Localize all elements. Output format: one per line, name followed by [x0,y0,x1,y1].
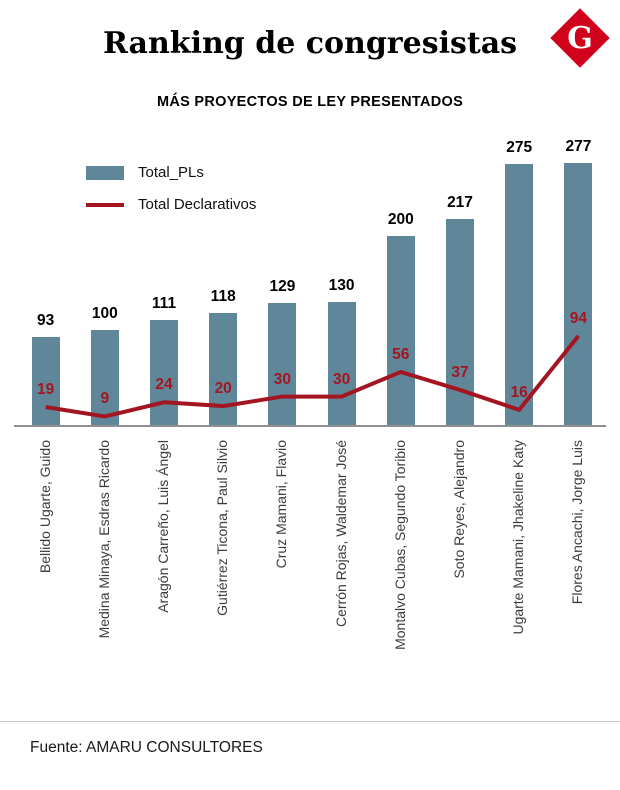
logo-letter: G [567,20,593,56]
chart-subtitle: MÁS PROYECTOS DE LEY PRESENTADOS [156,94,464,110]
x-axis-label: Flores Ancachi, Jorge Luis [569,440,586,605]
line-value-label: 56 [392,345,410,363]
plot-area: 93 100 111 118 129 130 200 217 275 277 19 9 24 20 30 30… [16,138,608,425]
x-axis-label: Ugarte Mamani, Jhakeline Katy [510,440,527,635]
x-axis-label: Aragón Carreño, Luis Ángel [155,440,171,613]
bar [564,162,593,425]
line-value-label: 30 [332,370,351,388]
x-axis-label: Soto Reyes, Alejandro [451,440,467,579]
bar-value-label: 275 [506,139,533,157]
source-note: Fuente: AMARU CONSULTORES [30,739,263,757]
source-label: Fuente: [30,739,83,756]
x-axis-label: Bellido Ugarte, Guido [36,440,53,574]
x-axis-line [14,425,606,427]
bar-value-label: 93 [36,311,55,329]
legend-label-line: Total Declarativos [138,196,257,213]
legend-label-bars: Total_PLs [138,164,204,181]
line-value-label: 24 [155,376,173,394]
legend: Total_PLs Total Declarativos [86,164,256,228]
line-value-label: 16 [510,383,528,401]
footer-divider [0,721,620,722]
bar [268,302,297,425]
bar-value-label: 130 [328,276,355,294]
line-series-swatch [86,202,124,207]
x-axis-label: Gutiérrez Ticona, Paul Silvio [214,440,231,616]
bar-series-swatch [86,165,124,180]
x-axis-label: Medina Minaya, Esdras Ricardo [95,440,112,639]
line-value-label: 94 [569,309,588,327]
bar [150,319,178,425]
brand-logo: G [550,8,610,68]
bar-value-label: 200 [387,210,414,228]
legend-item-line: Total Declarativos [86,196,256,213]
chart-title: Ranking de congresistas [102,26,518,61]
bar-value-label: 277 [565,137,592,155]
x-axis-label: Montalvo Cubas, Segundo Toribio [391,440,408,650]
bar-value-label: 118 [210,288,236,306]
bar [327,301,356,425]
source-value: AMARU CONSULTORES [86,739,263,756]
bar-value-label: 217 [447,194,473,212]
bar-value-label: 111 [151,294,177,312]
line-value-label: 37 [451,363,469,381]
bar [90,330,119,425]
bar-value-label: 100 [91,305,118,323]
bar [386,235,415,425]
legend-item-bars: Total_PLs [86,164,256,181]
line-value-label: 20 [214,380,232,398]
line-value-label: 9 [100,390,110,408]
x-axis-label: Cerrón Rojas, Waldemar José [332,440,349,627]
line-value-label: 19 [36,381,55,398]
bar-value-label: 129 [269,277,296,295]
bar [505,164,534,425]
declarativos-line [45,334,580,419]
line-value-label: 30 [273,370,292,388]
x-axis-label: Cruz Mamani, Flavio [273,440,290,569]
